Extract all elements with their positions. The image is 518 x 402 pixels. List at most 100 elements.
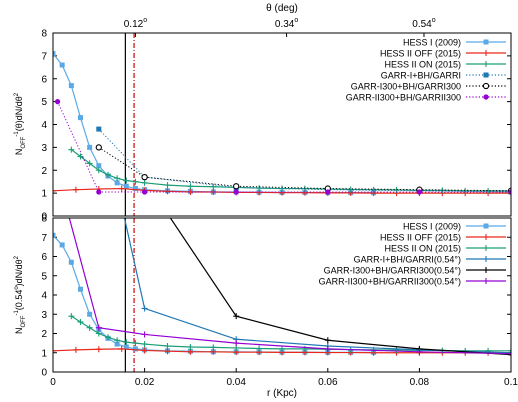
data-point [123, 339, 130, 346]
legend-marker [483, 256, 489, 262]
top-axis-ticks: 0.12o 0.34o 0.54o [124, 17, 436, 37]
bottom-series [53, 205, 511, 358]
data-point [114, 180, 120, 186]
data-point [233, 183, 240, 190]
legend-marker [483, 245, 489, 251]
legend-entry: HESS II ON (2015) [384, 60, 506, 70]
y-tick-label: 6 [41, 252, 47, 263]
legend-entry: GARR-I+BH/GARRI [381, 71, 506, 81]
data-point [325, 189, 331, 195]
series-1 [53, 232, 377, 355]
y-tick-label: 3 [41, 143, 47, 154]
y-tick-label: 7 [41, 233, 47, 244]
legend-label: GARR-I+BH/GARRI(0.54°) [354, 255, 461, 265]
data-point [114, 341, 120, 347]
data-point [256, 345, 263, 352]
legend-entry: GARR-II300+BH/GARRII300 [346, 93, 506, 103]
data-point [77, 153, 84, 160]
data-point [164, 343, 171, 350]
series-6 [64, 205, 511, 357]
legend-marker [483, 278, 489, 284]
data-point [141, 179, 148, 186]
data-point [233, 340, 240, 347]
bottom-plot-frame [52, 217, 512, 373]
series-1 [53, 51, 377, 196]
data-point [53, 232, 56, 238]
data-point [95, 167, 102, 174]
legend-marker [483, 39, 489, 45]
top-axis-title: θ (deg) [266, 3, 298, 14]
legend-entry: HESS II ON (2015) [384, 244, 506, 254]
top-legend: HESS I (2009)HESS II OFF (2015)HESS II O… [346, 38, 506, 103]
data-point [132, 346, 138, 352]
data-point [141, 331, 148, 338]
legend-label: GARR-II300+BH/GARRII300 [346, 93, 461, 103]
bottom-panel: 0 1 2 3 4 5 6 7 8 0 0.02 0.04 0.06 0.08 0.1 r (Kpc) N… [14, 205, 518, 400]
legend-label: GARR-II300+BH/GARRII300(0.54°) [319, 277, 461, 287]
data-point [86, 160, 93, 167]
legend-entry: GARR-I300+BH/GARRI300(0.54°) [324, 266, 506, 276]
y-tick-label: 7 [41, 51, 47, 62]
data-point [114, 175, 121, 182]
data-point [87, 311, 93, 317]
data-point [210, 344, 217, 351]
data-point [104, 334, 111, 341]
legend-marker [483, 61, 489, 67]
x-tick-label: 0.08 [410, 377, 430, 388]
x-tick-label: 0 [50, 377, 56, 388]
y-tick-label: 0 [41, 212, 47, 223]
y-tick-label: 8 [41, 214, 47, 225]
legend-label: HESS I (2009) [403, 38, 461, 48]
data-point [96, 189, 102, 195]
data-point [123, 183, 129, 189]
data-point [142, 189, 148, 195]
data-point [187, 343, 194, 350]
series-6 [54, 99, 511, 195]
data-point [118, 185, 125, 192]
data-point [164, 188, 171, 195]
data-point [393, 347, 400, 354]
data-point [324, 337, 331, 344]
x-tick-label: 0.02 [135, 377, 155, 388]
data-point [508, 351, 511, 358]
data-point [53, 187, 56, 194]
data-point [141, 347, 148, 354]
data-point [95, 144, 102, 151]
y-tick-label: 5 [41, 97, 47, 108]
data-point [87, 144, 93, 150]
top-tick-label: 0.54o [412, 17, 435, 30]
y-tick-label: 4 [41, 291, 47, 302]
y-tick-label: 6 [41, 74, 47, 85]
data-point [508, 189, 511, 195]
data-point [416, 189, 422, 195]
data-point [68, 146, 75, 153]
y-tick-label: 4 [41, 120, 47, 131]
data-point [77, 286, 83, 292]
data-point [53, 347, 56, 354]
legend-entry: GARR-II300+BH/GARRII300(0.54°) [319, 277, 506, 287]
data-point [59, 242, 65, 248]
data-point [279, 345, 285, 352]
data-point [324, 345, 331, 352]
data-point [141, 173, 148, 181]
data-point [54, 99, 61, 105]
legend-entry: GARR-I+BH/GARRI(0.54°) [354, 255, 506, 265]
y-tick-label: 2 [41, 329, 47, 340]
data-point [114, 337, 121, 344]
y-tick-label: 8 [41, 29, 47, 40]
data-point [96, 126, 102, 132]
data-point [68, 313, 75, 320]
data-point [86, 324, 93, 331]
data-point [141, 305, 148, 312]
svg-text:NOFF-1(θ)dN/dθ2: NOFF-1(θ)dN/dθ2 [14, 92, 27, 155]
data-point [59, 62, 65, 68]
legend-entry: HESS II OFF (2015) [380, 49, 506, 59]
data-point [95, 330, 102, 337]
data-point [64, 205, 70, 211]
legend-label: GARR-I300+BH/GARRI300(0.54°) [324, 266, 461, 276]
data-point [370, 186, 377, 193]
data-point [164, 348, 171, 355]
y-tick-label: 0 [41, 368, 47, 379]
data-point [132, 186, 138, 192]
data-point [118, 345, 125, 352]
